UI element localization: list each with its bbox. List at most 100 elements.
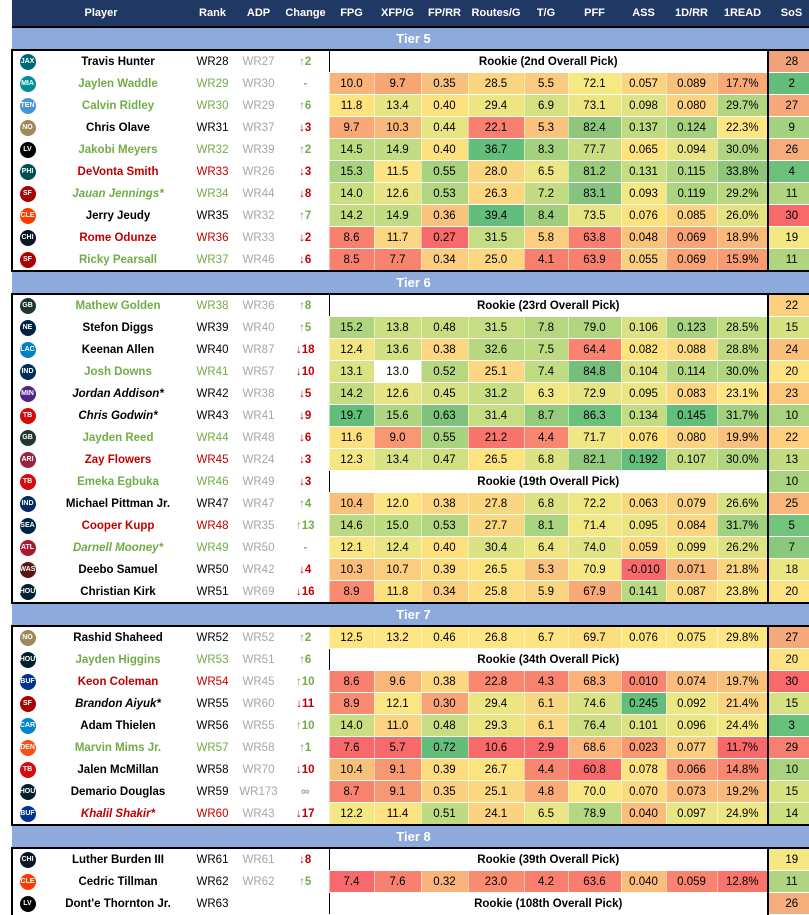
stat-fpg: 11.8 — [328, 94, 374, 117]
header-1read[interactable]: 1READ — [717, 0, 768, 27]
player-row[interactable]: SF Brandon Aiyuk* WR55 WR60 ↓11 8.9 12.1 0.30 29… — [11, 692, 809, 715]
header-adp[interactable]: ADP — [235, 0, 282, 27]
stat-sos: 20 — [767, 580, 809, 604]
player-row[interactable]: MIA Jaylen Waddle WR29 WR30-10.0 9.7 0.35 28.5… — [11, 72, 809, 95]
player-name[interactable]: Zay Flowers — [42, 448, 190, 471]
player-row[interactable]: GB Jayden Reed WR44 WR48 ↓6 11.6 9.0 0.55 21.2 4.… — [11, 426, 809, 449]
player-name[interactable]: Jordan Addison* — [42, 382, 190, 405]
player-name[interactable]: Chris Godwin* — [42, 404, 190, 427]
player-row[interactable]: PHI DeVonta Smith WR33 WR26 ↓3 15.3 11.5 0.55 28… — [11, 160, 809, 183]
player-row[interactable]: CHI Luther Burden III WR61 WR61 ↓8 Rookie (39… — [11, 848, 809, 871]
player-name[interactable]: Mathew Golden — [42, 294, 190, 317]
header-sos[interactable]: SoS — [768, 0, 809, 27]
player-rank: WR54 — [190, 670, 235, 693]
player-row[interactable]: HOU Christian Kirk WR51 WR69 ↓16 8.9 11.8 0.34 2… — [11, 580, 809, 604]
player-name[interactable]: Jauan Jennings* — [42, 182, 190, 205]
header-fprr[interactable]: FP/RR — [421, 0, 468, 27]
player-row[interactable]: DEN Marvin Mims Jr. WR57 WR58 ↑1 7.6 5.7 0.72 10… — [11, 736, 809, 759]
player-row[interactable]: GB Mathew Golden WR38 WR36 ↑8 Rookie (23rd Ov… — [11, 294, 809, 317]
tier-label: Tier 8 — [12, 824, 809, 849]
player-name[interactable]: Jaylen Waddle — [42, 72, 190, 95]
player-name[interactable]: Travis Hunter — [42, 50, 190, 73]
header-fpg[interactable]: FPG — [329, 0, 374, 27]
player-name[interactable]: Jayden Higgins — [42, 648, 190, 671]
header-xfpg[interactable]: XFP/G — [374, 0, 421, 27]
player-row[interactable]: TEN Calvin Ridley WR30 WR29 ↑6 11.8 13.4 0.40 29… — [11, 94, 809, 117]
player-name[interactable]: DeVonta Smith — [42, 160, 190, 183]
player-row[interactable]: TB Emeka Egbuka WR46 WR49 ↓3 Rookie (19th Ove… — [11, 470, 809, 493]
stat-tg: 7.2 — [523, 182, 568, 205]
player-name[interactable]: Josh Downs — [42, 360, 190, 383]
player-row[interactable]: CLE Jerry Jeudy WR35 WR32 ↑7 14.2 14.9 0.36 39.4… — [11, 204, 809, 227]
player-row[interactable]: HOU Demario Douglas WR59 WR173 ∞ 8.7 9.1 0.35 25… — [11, 780, 809, 803]
player-name[interactable]: Khalil Shakir* — [42, 802, 190, 826]
player-name[interactable]: Calvin Ridley — [42, 94, 190, 117]
player-row[interactable]: SF Ricky Pearsall WR37 WR46 ↓6 8.5 7.7 0.34 25.0… — [11, 248, 809, 272]
player-row[interactable]: TB Chris Godwin* WR43 WR41 ↓9 19.7 15.6 0.63 31.… — [11, 404, 809, 427]
player-row[interactable]: SF Jauan Jennings* WR34 WR44 ↓8 14.0 12.6 0.53 2… — [11, 182, 809, 205]
player-name[interactable]: Rashid Shaheed — [42, 626, 190, 649]
header-ass[interactable]: ASS — [621, 0, 666, 27]
player-row[interactable]: WAS Deebo Samuel WR50 WR42 ↓4 10.3 10.7 0.39 26.… — [11, 558, 809, 581]
header-player[interactable]: Player — [12, 0, 190, 27]
player-name[interactable]: Luther Burden III — [42, 848, 190, 871]
player-name[interactable]: Keenan Allen — [42, 338, 190, 361]
player-row[interactable]: JAX Travis Hunter WR28 WR27 ↑2 Rookie (2nd Ov… — [11, 50, 809, 73]
stat-1read: 15.9% — [716, 248, 768, 272]
player-name[interactable]: Keon Coleman — [42, 670, 190, 693]
player-row[interactable]: LV Jakobi Meyers WR32 WR39 ↑2 14.5 14.9 0.40 36.… — [11, 138, 809, 161]
player-row[interactable]: NO Chris Olave WR31 WR37 ↓3 9.7 10.3 0.44 22.1 5.… — [11, 116, 809, 139]
player-row[interactable]: CAR Adam Thielen WR56 WR55 ↑10 14.0 11.0 0.48 29… — [11, 714, 809, 737]
header-change[interactable]: Change — [282, 0, 329, 27]
player-row[interactable]: MIN Jordan Addison* WR42 WR38 ↓5 14.2 12.6 0.45… — [11, 382, 809, 405]
player-row[interactable]: CHI Rome Odunze WR36 WR33 ↓2 8.6 11.7 0.27 31.5 5… — [11, 226, 809, 249]
stat-1drr: 0.073 — [665, 780, 717, 803]
header-tg[interactable]: T/G — [524, 0, 568, 27]
player-name[interactable]: Cooper Kupp — [42, 514, 190, 537]
team-badge: GB — [19, 297, 36, 314]
player-name[interactable]: Cedric Tillman — [42, 870, 190, 893]
player-row[interactable]: LV Dont'e Thornton Jr. WR63 Rookie (108th O… — [11, 892, 809, 915]
team-logo-icon: TB — [11, 470, 42, 493]
player-name[interactable]: Brandon Aiyuk* — [42, 692, 190, 715]
player-name[interactable]: Jayden Reed — [42, 426, 190, 449]
player-name[interactable]: Deebo Samuel — [42, 558, 190, 581]
player-name[interactable]: Dont'e Thornton Jr. — [42, 892, 190, 915]
player-row[interactable]: CLE Cedric Tillman WR62 WR62 ↑5 7.4 7.6 0.32 23.… — [11, 870, 809, 893]
player-name[interactable]: Darnell Mooney* — [42, 536, 190, 559]
header-rank[interactable]: Rank — [190, 0, 235, 27]
stat-fprr: 0.39 — [420, 758, 468, 781]
stat-ass: 0.010 — [620, 670, 666, 693]
header-1drr[interactable]: 1D/RR — [666, 0, 717, 27]
player-name[interactable]: Chris Olave — [42, 116, 190, 139]
player-row[interactable]: BUF Khalil Shakir* WR60 WR43 ↓17 12.2 11.4 0.51… — [11, 802, 809, 826]
player-name[interactable]: Marvin Mims Jr. — [42, 736, 190, 759]
player-row[interactable]: IND Michael Pittman Jr. WR47 WR47 ↑4 10.4 12.0… — [11, 492, 809, 515]
player-row[interactable]: IND Josh Downs WR41 WR57 ↓10 13.1 13.0 0.52 25.1… — [11, 360, 809, 383]
player-row[interactable]: ARI Zay Flowers WR45 WR24 ↓3 12.3 13.4 0.47 26.5… — [11, 448, 809, 471]
stat-fprr: 0.35 — [420, 72, 468, 95]
stat-1drr: 0.080 — [665, 426, 717, 449]
player-name[interactable]: Emeka Egbuka — [42, 470, 190, 493]
header-pff[interactable]: PFF — [568, 0, 621, 27]
player-row[interactable]: ATL Darnell Mooney* WR49 WR50-12.1 12.4 0.40 3… — [11, 536, 809, 559]
player-row[interactable]: LAC Keenan Allen WR40 WR87 ↓18 12.4 13.6 0.38 32… — [11, 338, 809, 361]
player-name[interactable]: Jakobi Meyers — [42, 138, 190, 161]
player-name[interactable]: Demario Douglas — [42, 780, 190, 803]
player-row[interactable]: TB Jalen McMillan WR58 WR70 ↓10 10.4 9.1 0.39 26… — [11, 758, 809, 781]
player-name[interactable]: Stefon Diggs — [42, 316, 190, 339]
player-name[interactable]: Jalen McMillan — [42, 758, 190, 781]
player-row[interactable]: NO Rashid Shaheed WR52 WR52 ↑2 12.5 13.2 0.46 26… — [11, 626, 809, 649]
player-name[interactable]: Ricky Pearsall — [42, 248, 190, 272]
header-routes[interactable]: Routes/G — [468, 0, 524, 27]
player-row[interactable]: NE Stefon Diggs WR39 WR40 ↑5 15.2 13.8 0.48 31.5… — [11, 316, 809, 339]
player-name[interactable]: Christian Kirk — [42, 580, 190, 604]
player-name[interactable]: Michael Pittman Jr. — [42, 492, 190, 515]
player-row[interactable]: SEA Cooper Kupp WR48 WR35 ↑13 14.6 15.0 0.53 27.… — [11, 514, 809, 537]
player-row[interactable]: HOU Jayden Higgins WR53 WR51 ↑6 Rookie (34th … — [11, 648, 809, 671]
player-rank: WR35 — [190, 204, 235, 227]
player-name[interactable]: Jerry Jeudy — [42, 204, 190, 227]
player-row[interactable]: BUF Keon Coleman WR54 WR45 ↑10 8.6 9.6 0.38 22.8… — [11, 670, 809, 693]
player-name[interactable]: Adam Thielen — [42, 714, 190, 737]
player-name[interactable]: Rome Odunze — [42, 226, 190, 249]
